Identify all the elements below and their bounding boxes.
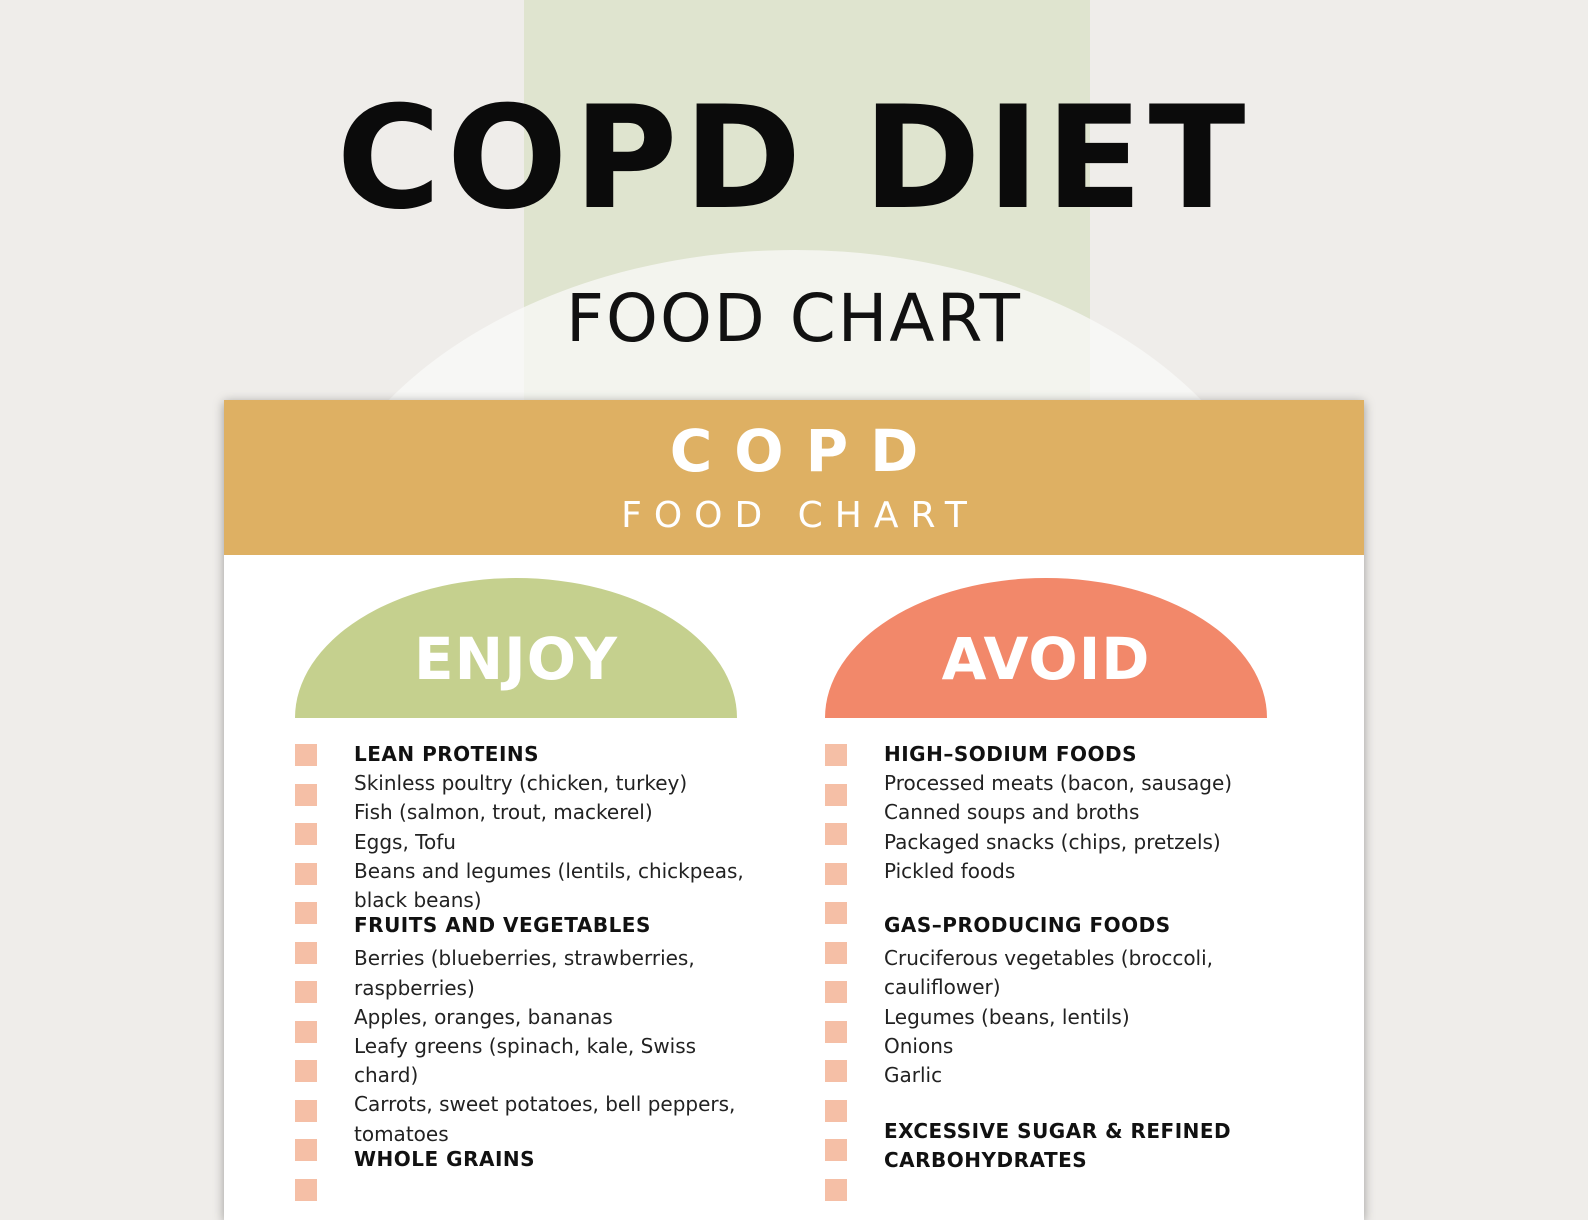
avoid-heading-high-sodium: HIGH–SODIUM FOODS xyxy=(884,742,1138,766)
checkbox[interactable] xyxy=(825,1178,847,1201)
sheet-header: COPD FOOD CHART xyxy=(224,400,1364,555)
checkbox[interactable] xyxy=(295,941,317,964)
checkbox[interactable] xyxy=(825,1060,847,1082)
list-item: tomatoes xyxy=(354,1121,449,1146)
checkbox[interactable] xyxy=(295,744,317,766)
avoid-checkbox-column xyxy=(825,744,847,1218)
checkbox[interactable] xyxy=(825,862,847,885)
sheet-subtitle: FOOD CHART xyxy=(621,495,979,536)
checkbox[interactable] xyxy=(295,783,317,806)
list-item: Packaged snacks (chips, pretzels) xyxy=(884,829,1221,854)
avoid-header: AVOID xyxy=(825,578,1267,718)
checkbox[interactable] xyxy=(825,744,847,766)
list-item: Legumes (beans, lentils) xyxy=(884,1004,1130,1029)
avoid-heading-sugar: EXCESSIVE SUGAR & REFINED xyxy=(884,1119,1232,1144)
list-item: Skinless poultry (chicken, turkey) xyxy=(354,771,688,796)
checkbox[interactable] xyxy=(295,862,317,885)
checkbox[interactable] xyxy=(825,823,847,845)
checkbox[interactable] xyxy=(825,783,847,806)
checkbox[interactable] xyxy=(295,981,317,1003)
checkbox[interactable] xyxy=(295,1060,317,1082)
enjoy-heading-fruits-vegetables: FRUITS AND VEGETABLES xyxy=(354,913,651,938)
list-item: Processed meats (bacon, sausage) xyxy=(884,771,1233,796)
avoid-heading-sugar-cont: CARBOHYDRATES xyxy=(884,1148,1088,1173)
list-item: Garlic xyxy=(884,1063,943,1088)
list-item: Apples, oranges, bananas xyxy=(354,1004,613,1029)
spacer xyxy=(884,886,1284,911)
list-item: chard) xyxy=(354,1063,419,1088)
list-item: Eggs, Tofu xyxy=(354,829,456,854)
main-title: COPD DIET xyxy=(336,76,1252,241)
checkbox[interactable] xyxy=(295,1099,317,1122)
list-item: black beans) xyxy=(354,888,482,913)
enjoy-list: LEAN PROTEINS Skinless poultry (chicken,… xyxy=(354,740,754,1174)
enjoy-heading-lean-proteins: LEAN PROTEINS xyxy=(354,742,540,766)
avoid-label: AVOID xyxy=(941,625,1151,693)
checkbox[interactable] xyxy=(295,823,317,845)
enjoy-header: ENJOY xyxy=(295,578,737,718)
checkbox[interactable] xyxy=(295,1178,317,1201)
enjoy-checkbox-column xyxy=(295,744,317,1218)
enjoy-label: ENJOY xyxy=(414,625,618,693)
list-item: Fish (salmon, trout, mackerel) xyxy=(354,800,653,825)
checkbox[interactable] xyxy=(825,941,847,964)
list-item: Cruciferous vegetables (broccoli, xyxy=(884,946,1214,971)
list-item: Beans and legumes (lentils, chickpeas, xyxy=(354,858,744,883)
main-subtitle: FOOD CHART xyxy=(566,280,1022,357)
list-item: Pickled foods xyxy=(884,858,1016,883)
checkbox[interactable] xyxy=(825,981,847,1003)
sheet-title: COPD xyxy=(669,417,941,485)
list-item: Leafy greens (spinach, kale, Swiss xyxy=(354,1034,697,1059)
checkbox[interactable] xyxy=(825,1099,847,1122)
avoid-heading-gas-producing: GAS–PRODUCING FOODS xyxy=(884,913,1171,938)
checkbox[interactable] xyxy=(295,1139,317,1161)
list-item: Carrots, sweet potatoes, bell peppers, xyxy=(354,1092,736,1117)
avoid-list: HIGH–SODIUM FOODS Processed meats (bacon… xyxy=(884,740,1284,1176)
food-chart-sheet: COPD FOOD CHART ENJOY AVOID xyxy=(224,400,1364,1220)
enjoy-heading-whole-grains: WHOLE GRAINS xyxy=(354,1146,536,1171)
list-item: raspberries) xyxy=(354,975,475,1000)
checkbox[interactable] xyxy=(825,902,847,924)
checkbox[interactable] xyxy=(295,902,317,924)
spacer xyxy=(884,1090,1284,1117)
checkbox[interactable] xyxy=(825,1139,847,1161)
list-item: cauliflower) xyxy=(884,975,1001,1000)
list-item: Onions xyxy=(884,1033,954,1058)
checkbox[interactable] xyxy=(825,1020,847,1043)
list-item: Canned soups and broths xyxy=(884,800,1140,825)
list-item: Berries (blueberries, strawberries, xyxy=(354,946,695,971)
checkbox[interactable] xyxy=(295,1020,317,1043)
